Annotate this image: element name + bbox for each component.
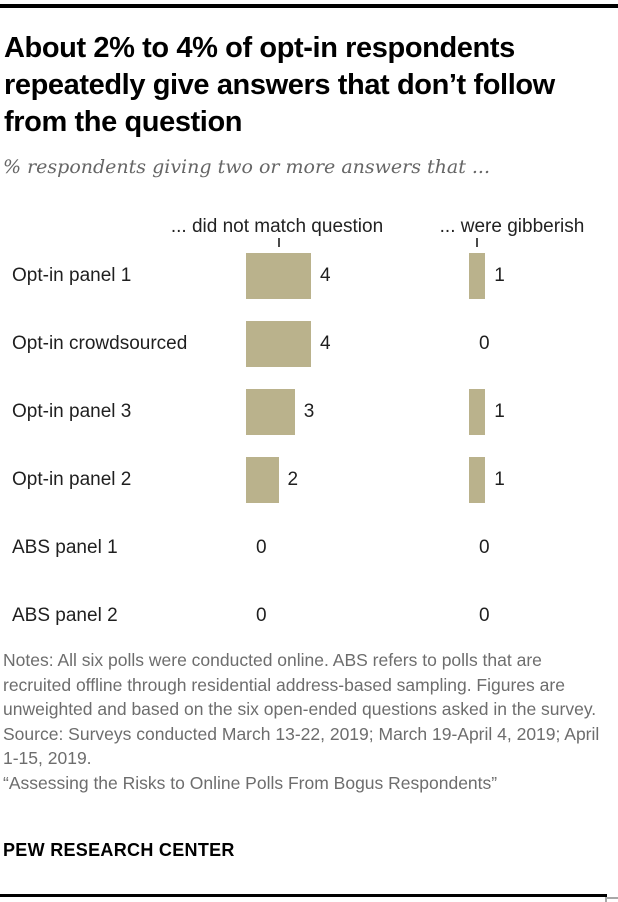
top-rule bbox=[0, 4, 618, 8]
category-label: ABS panel 1 bbox=[12, 537, 118, 558]
bar bbox=[246, 457, 279, 503]
category-label: Opt-in panel 2 bbox=[12, 469, 132, 490]
category-label: Opt-in panel 3 bbox=[12, 401, 132, 422]
value-label: 0 bbox=[479, 537, 490, 558]
category-label: ABS panel 2 bbox=[12, 605, 118, 626]
axis-tick bbox=[476, 238, 479, 247]
column-header-did-not-match: ... did not match question bbox=[170, 216, 384, 237]
value-label: 1 bbox=[494, 469, 505, 490]
value-label: 2 bbox=[287, 469, 299, 490]
value-label: 4 bbox=[320, 333, 331, 354]
value-label: 1 bbox=[494, 265, 505, 286]
axis-tick bbox=[277, 238, 280, 247]
value-label: 1 bbox=[494, 401, 505, 422]
bottom-rule bbox=[0, 894, 607, 897]
value-label: 0 bbox=[256, 537, 267, 558]
value-label: 0 bbox=[256, 605, 267, 626]
footnotes: Notes: All six polls were conducted onli… bbox=[3, 648, 609, 795]
value-label: 0 bbox=[479, 605, 490, 626]
value-label: 3 bbox=[303, 401, 315, 422]
citation-text: “Assessing the Risks to Online Polls Fro… bbox=[3, 772, 498, 793]
bar bbox=[469, 253, 486, 299]
category-label: Opt-in crowdsourced bbox=[12, 333, 188, 354]
chart-subtitle: % respondents giving two or more answers… bbox=[3, 156, 491, 178]
bar bbox=[246, 321, 311, 367]
category-label: Opt-in panel 1 bbox=[12, 265, 132, 286]
bar bbox=[469, 389, 486, 435]
chart-title: About 2% to 4% of opt-in respondents rep… bbox=[4, 32, 555, 138]
bar bbox=[246, 389, 295, 435]
notes-text: Notes: All six polls were conducted onli… bbox=[3, 650, 597, 719]
value-label: 0 bbox=[479, 333, 490, 354]
cutoff-corner-element bbox=[605, 897, 618, 902]
pew-research-center-logo: PEW RESEARCH CENTER bbox=[3, 840, 235, 860]
source-text: Source: Surveys conducted March 13-22, 2… bbox=[3, 723, 600, 769]
bar bbox=[246, 253, 311, 299]
column-header-gibberish: ... were gibberish bbox=[439, 216, 585, 237]
value-label: 4 bbox=[320, 265, 331, 286]
bar bbox=[469, 457, 486, 503]
